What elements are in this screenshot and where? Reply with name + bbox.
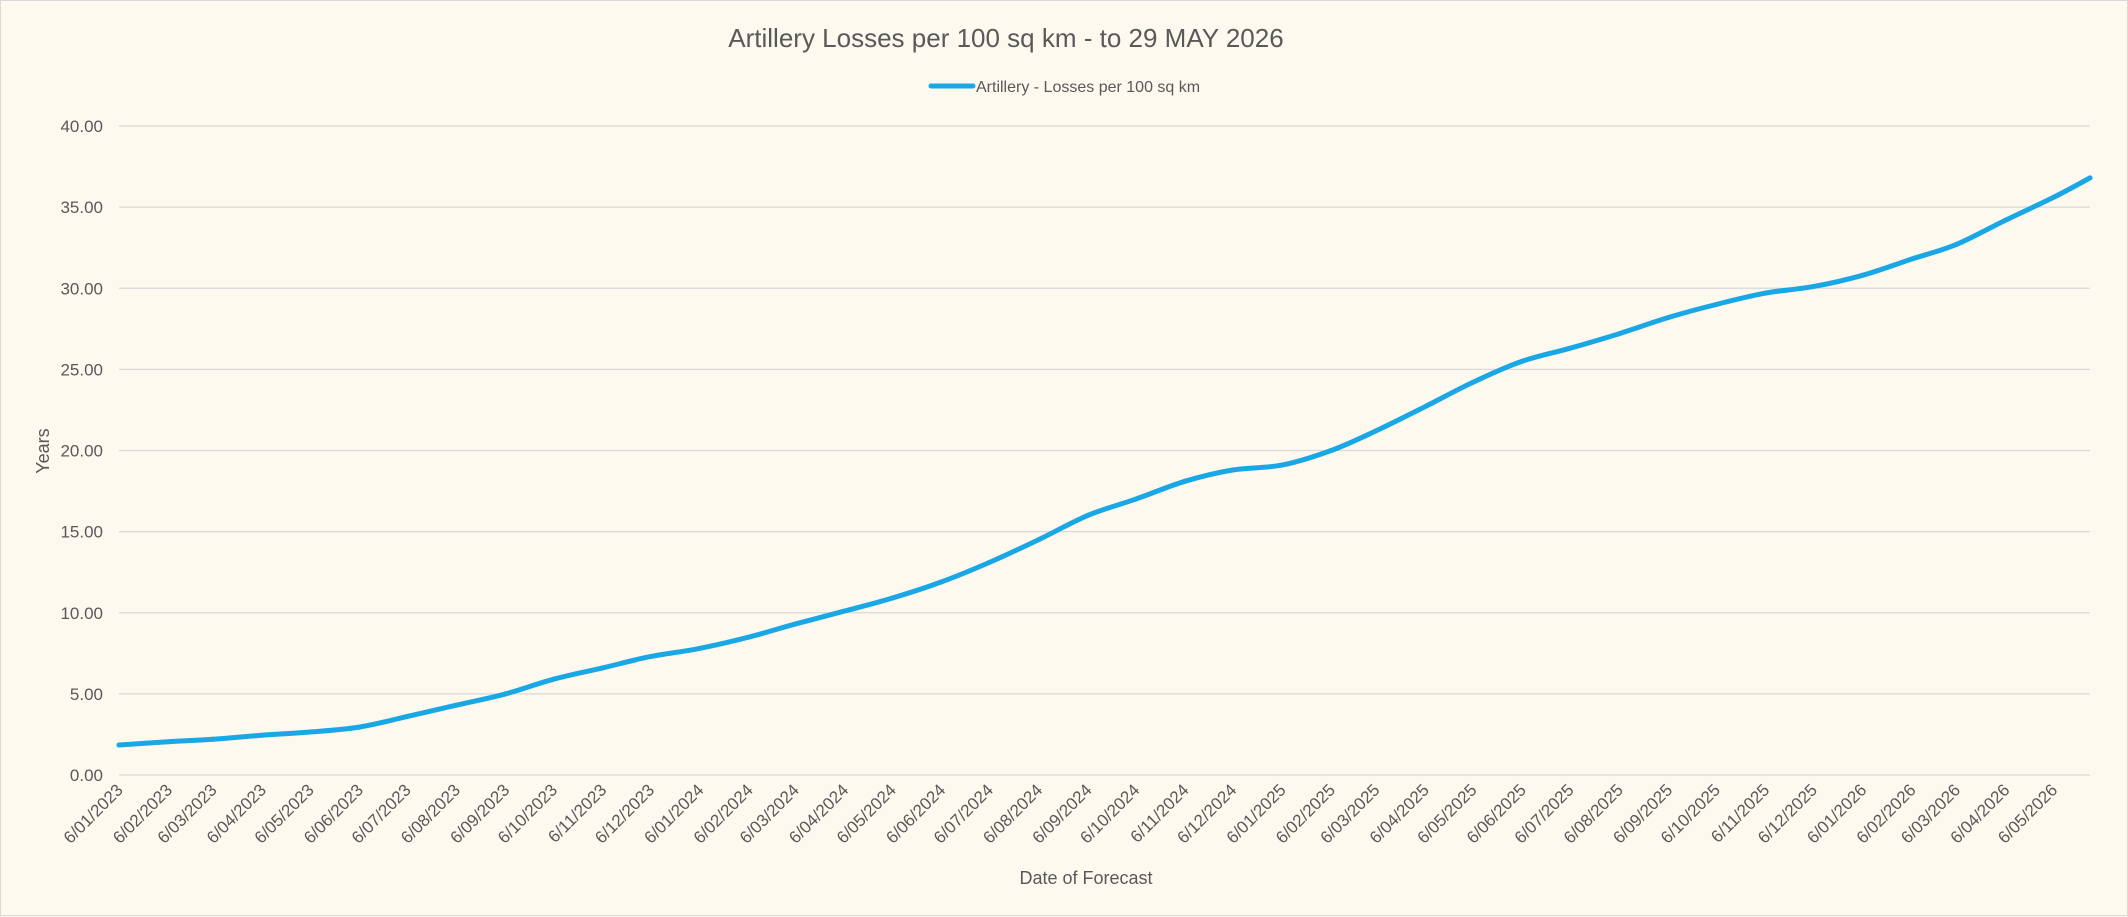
data-point — [307, 729, 313, 735]
data-point — [2050, 194, 2056, 200]
data-point — [1230, 467, 1236, 473]
data-point — [600, 665, 606, 671]
data-point — [1133, 496, 1138, 502]
data-point — [792, 621, 798, 627]
y-tick-label: 0.00 — [70, 766, 103, 785]
data-point — [889, 595, 895, 601]
data-point — [1953, 241, 1959, 247]
data-point — [259, 732, 265, 738]
data-point — [1422, 404, 1428, 410]
data-point — [841, 608, 847, 614]
data-point — [1713, 302, 1719, 307]
data-point — [165, 739, 171, 745]
data-point — [1909, 256, 1915, 262]
data-point — [2003, 217, 2009, 223]
y-tick-label: 5.00 — [70, 685, 103, 704]
data-point — [1470, 379, 1476, 385]
chart-title: Artillery Losses per 100 sq km - to 29 M… — [728, 23, 1283, 53]
data-point — [453, 702, 459, 708]
data-point — [647, 654, 653, 660]
data-point — [1182, 478, 1188, 484]
series-line-0 — [116, 175, 2093, 748]
legend: Artillery - Losses per 100 sq km — [928, 79, 1200, 96]
y-tick-label: 35.00 — [60, 198, 103, 217]
data-point — [1519, 358, 1525, 364]
data-point — [1373, 428, 1379, 434]
data-point — [356, 724, 362, 730]
data-point — [1665, 315, 1671, 320]
data-point — [404, 714, 410, 720]
data-point — [986, 560, 992, 565]
data-point — [116, 742, 122, 748]
data-point — [1279, 462, 1285, 468]
gridlines — [119, 125, 2090, 776]
legend-label: Artillery - Losses per 100 sq km — [976, 79, 1200, 96]
y-tick-label: 20.00 — [60, 442, 103, 461]
x-tick-labels: 6/01/20236/02/20236/03/20236/04/20236/05… — [60, 780, 2061, 847]
y-tick-label: 30.00 — [60, 279, 103, 298]
y-tick-label: 10.00 — [60, 604, 103, 623]
data-point — [1860, 272, 1865, 278]
data-point — [1810, 284, 1816, 290]
data-point — [210, 736, 216, 742]
series-layer — [116, 175, 2093, 748]
data-point — [1036, 537, 1041, 543]
y-tick-label: 15.00 — [60, 523, 103, 542]
data-point — [1616, 331, 1622, 337]
data-point — [1085, 512, 1091, 518]
y-tick-label: 25.00 — [60, 360, 103, 379]
data-point — [697, 645, 703, 651]
data-point — [746, 634, 752, 640]
data-point — [550, 676, 556, 682]
y-axis-title: Years — [33, 428, 53, 473]
data-point — [1763, 290, 1768, 296]
data-point — [2087, 175, 2093, 181]
y-tick-label: 40.00 — [60, 117, 103, 136]
data-point — [1328, 448, 1334, 453]
data-point — [503, 691, 509, 697]
data-point — [1567, 345, 1573, 351]
y-tick-labels: 0.00 5.00 10.00 15.00 20.00 25.00 30.00 35.00 40… — [60, 117, 103, 785]
x-axis-title: Date of Forecast — [1019, 868, 1152, 888]
data-point — [938, 579, 944, 585]
